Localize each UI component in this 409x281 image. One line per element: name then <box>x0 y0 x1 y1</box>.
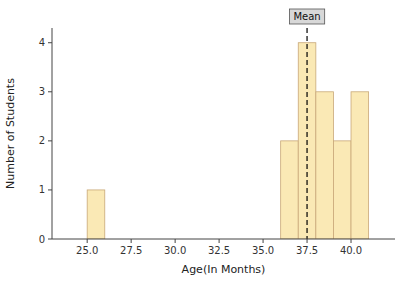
x-tick <box>263 239 264 243</box>
chart: 25.0 27.5 30.0 32.5 35.0 37.5 40.0 0 1 2 3 4 Age(In … <box>0 0 409 281</box>
mean-label-frame <box>289 9 324 24</box>
x-tick-label: 25.0 <box>76 245 98 256</box>
y-tick-label: 4 <box>39 37 45 48</box>
x-tick <box>219 239 220 243</box>
mean-label-box: Mean <box>289 9 324 24</box>
x-axis <box>52 239 395 240</box>
x-tick <box>175 239 176 243</box>
x-tick-label: 35.0 <box>252 245 274 256</box>
y-tick <box>48 189 52 190</box>
bar <box>281 141 299 239</box>
x-tick-label: 27.5 <box>120 245 142 256</box>
y-tick <box>48 239 52 240</box>
x-tick <box>307 239 308 243</box>
y-tick <box>48 91 52 92</box>
y-tick-label: 2 <box>39 135 45 146</box>
y-tick <box>48 42 52 43</box>
y-tick <box>48 140 52 141</box>
y-tick-label: 1 <box>39 184 45 195</box>
y-axis <box>52 28 53 239</box>
x-tick-label: 37.5 <box>296 245 318 256</box>
bar <box>333 141 351 239</box>
bars <box>87 28 368 239</box>
y-axis-label: Number of Students <box>4 78 17 189</box>
y-tick-label: 3 <box>39 86 45 97</box>
x-tick-label: 32.5 <box>208 245 230 256</box>
y-tick-label: 0 <box>39 234 45 245</box>
mean-line <box>306 28 307 239</box>
bar <box>351 92 369 239</box>
x-tick-label: 40.0 <box>340 245 362 256</box>
mean-label: Mean <box>293 11 320 22</box>
x-tick <box>87 239 88 243</box>
x-tick-label: 30.0 <box>164 245 186 256</box>
x-tick <box>351 239 352 243</box>
x-axis-label: Age(In Months) <box>182 263 266 276</box>
bar <box>87 190 105 239</box>
x-tick <box>131 239 132 243</box>
bar <box>316 92 334 239</box>
